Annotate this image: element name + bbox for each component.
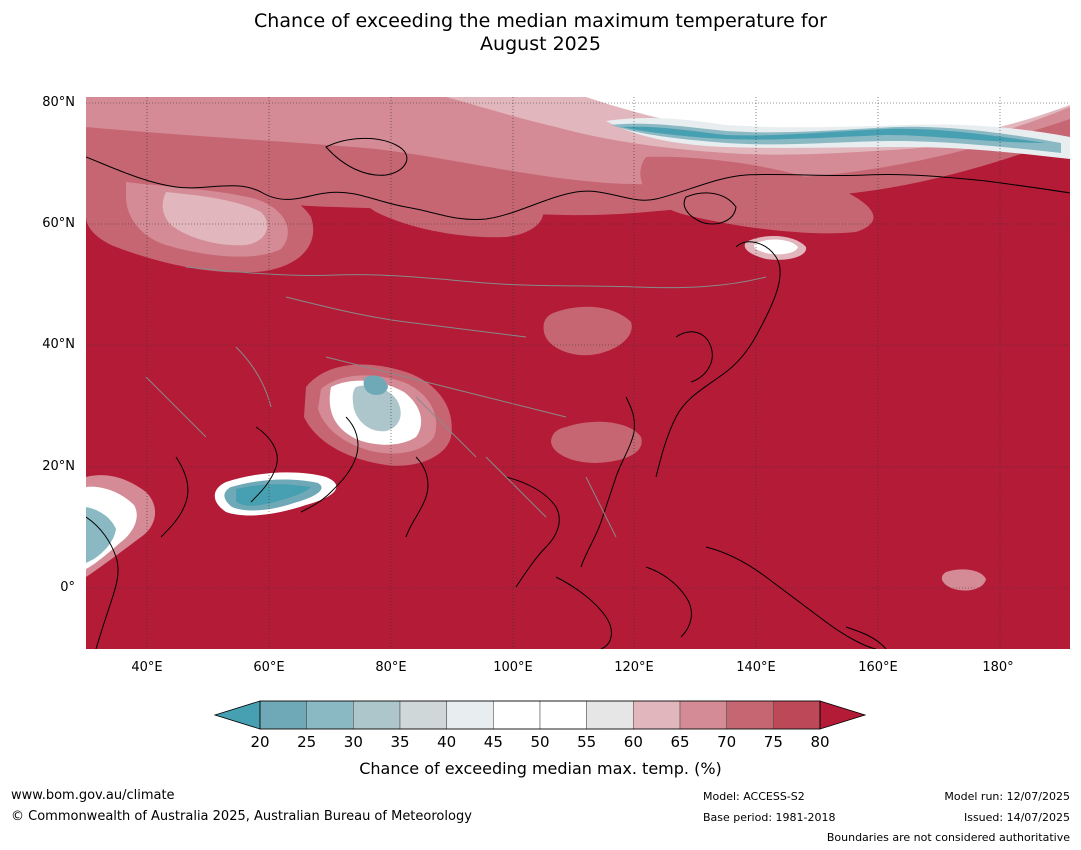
colorbar-segment — [259, 700, 307, 730]
colorbar-svg — [213, 700, 867, 730]
lon-label-180: 180° — [982, 660, 1014, 675]
colorbar-tick-label: 20 — [250, 733, 270, 751]
model-text: Model: ACCESS-S2 — [703, 790, 805, 803]
lon-label-160e: 160°E — [858, 660, 898, 675]
colorbar-segment — [586, 700, 634, 730]
colorbar-segment — [726, 700, 774, 730]
country-borders — [145, 266, 767, 538]
colorbar-tick-label: 80 — [810, 733, 830, 751]
colorbar-extend-low — [213, 700, 261, 730]
copyright-text: © Commonwealth of Australia 2025, Austra… — [11, 809, 472, 824]
colorbar-segment — [679, 700, 727, 730]
colorbar-segment — [353, 700, 401, 730]
map-svg — [86, 97, 1070, 649]
lat-label-60n: 60°N — [42, 216, 75, 231]
colorbar-frame — [259, 700, 821, 730]
lon-label-100e: 100°E — [493, 660, 533, 675]
forecast-map — [86, 97, 1070, 649]
lat-label-80n: 80°N — [42, 95, 75, 110]
coastlines — [86, 137, 1070, 649]
colorbar-segment — [539, 700, 587, 730]
colorbar-tick-label: 30 — [343, 733, 363, 751]
colorbar-tick-label: 65 — [670, 733, 690, 751]
lat-label-0: 0° — [60, 580, 75, 595]
colorbar-tick-label: 75 — [763, 733, 783, 751]
colorbar-segment — [306, 700, 354, 730]
lon-label-120e: 120°E — [614, 660, 654, 675]
colorbar-segment — [493, 700, 541, 730]
colorbar-segment — [773, 700, 821, 730]
colorbar-tick-label: 60 — [623, 733, 643, 751]
lat-label-20n: 20°N — [42, 459, 75, 474]
colorbar — [213, 700, 867, 734]
website-text: www.bom.gov.au/climate — [11, 788, 175, 803]
disclaimer-text: Boundaries are not considered authoritat… — [826, 831, 1070, 844]
colorbar-tick-label: 45 — [483, 733, 503, 751]
colorbar-ticks: 20 25 30 35 40 45 50 55 60 65 70 75 80 — [0, 734, 1081, 752]
lon-label-80e: 80°E — [375, 660, 407, 675]
colorbar-segment — [446, 700, 494, 730]
issued-text: Issued: 14/07/2025 — [963, 811, 1070, 824]
lon-label-60e: 60°E — [253, 660, 285, 675]
colorbar-tick-label: 50 — [530, 733, 550, 751]
colorbar-segment — [399, 700, 447, 730]
chart-title: Chance of exceeding the median maximum t… — [0, 10, 1081, 56]
base-period-text: Base period: 1981-2018 — [703, 811, 836, 824]
lon-label-140e: 140°E — [736, 660, 776, 675]
colorbar-tick-label: 25 — [297, 733, 317, 751]
probability-regions — [86, 97, 1070, 591]
graticule — [86, 97, 1070, 649]
colorbar-segment — [633, 700, 681, 730]
lon-label-40e: 40°E — [131, 660, 163, 675]
colorbar-tick-label: 35 — [390, 733, 410, 751]
title-line-2: August 2025 — [480, 33, 601, 55]
colorbar-tick-label: 55 — [577, 733, 597, 751]
colorbar-tick-label: 70 — [717, 733, 737, 751]
colorbar-label: Chance of exceeding median max. temp. (%… — [359, 759, 722, 778]
lat-label-40n: 40°N — [42, 337, 75, 352]
colorbar-tick-label: 40 — [437, 733, 457, 751]
title-line-1: Chance of exceeding the median maximum t… — [254, 10, 827, 32]
colorbar-extend-high — [819, 700, 867, 730]
model-run-text: Model run: 12/07/2025 — [944, 790, 1070, 803]
